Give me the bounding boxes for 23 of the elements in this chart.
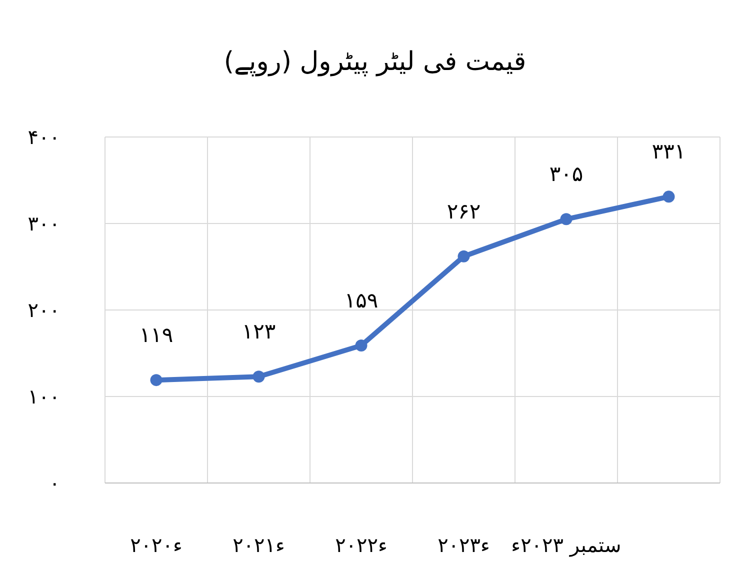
x-tick-label: ۲۰۲۲ء <box>335 533 388 557</box>
x-tick-label: ستمبر ۲۰۲۳ء <box>511 533 622 557</box>
text: ۱۵۹ <box>344 288 378 312</box>
point <box>560 213 572 226</box>
point <box>458 250 470 262</box>
y-tick-label: ۱۰۰ <box>28 384 60 408</box>
y-tick-label: ۳۰۰ <box>28 212 60 236</box>
text: ۱۲۳ <box>242 320 276 344</box>
text: ۱۱۹ <box>139 323 174 348</box>
x-tick-label: ۲۰۲۰ء <box>130 533 182 557</box>
chart-title: قیمت فی لیٹر پیٹرول (روپے) <box>224 47 526 77</box>
point <box>252 370 265 383</box>
x-tick-label: ۲۰۲۱ء <box>232 533 285 557</box>
y-tick-label: ۰ <box>49 471 60 495</box>
text: ۳۰۵ <box>549 162 584 186</box>
y-tick-label: ۴۰۰ <box>28 125 60 149</box>
x-tick-label: ۲۰۲۳ء <box>438 533 490 557</box>
text: ۳۳۱ <box>652 140 686 164</box>
point <box>662 190 675 203</box>
y-tick-label: ۲۰۰ <box>28 298 60 322</box>
point <box>150 374 162 386</box>
text: ۲۶۲ <box>446 199 481 224</box>
point <box>355 339 368 352</box>
